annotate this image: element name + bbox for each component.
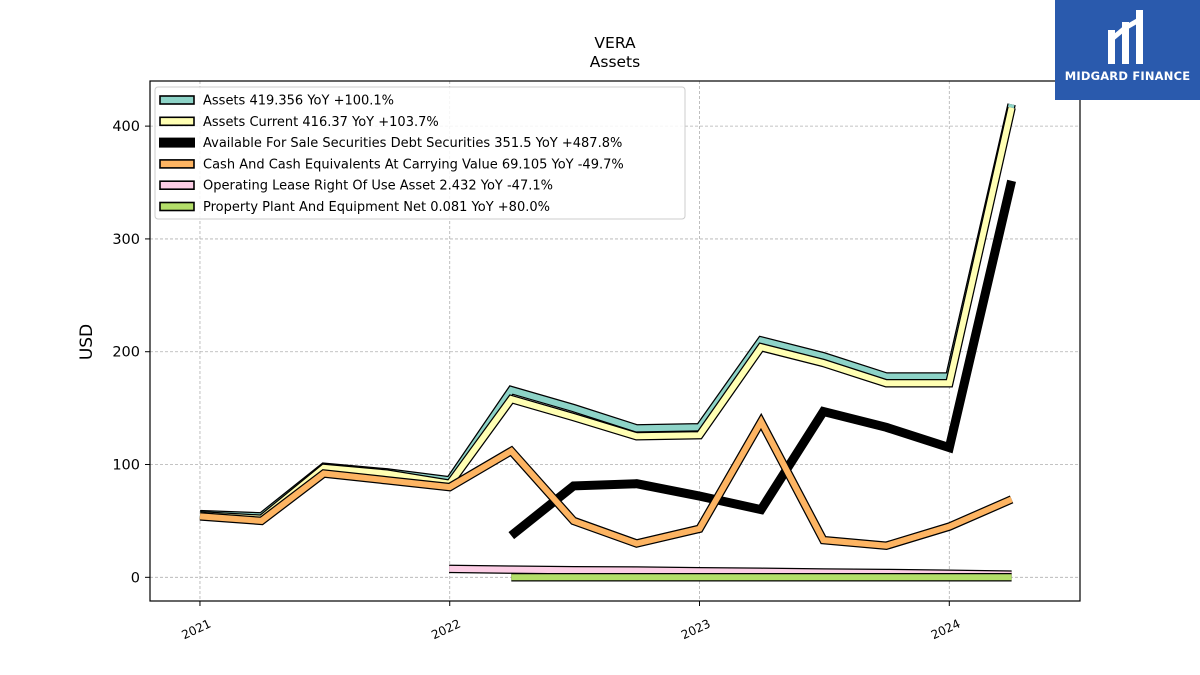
x-tick-label: 2022 bbox=[429, 617, 463, 643]
legend-label: Assets 419.356 YoY +100.1% bbox=[203, 94, 394, 109]
legend-box bbox=[154, 86, 686, 220]
legend-entry-assets-current: Assets Current 416.37 YoY +103.7% bbox=[159, 115, 439, 130]
legend-label: Cash And Cash Equivalents At Carrying Va… bbox=[203, 157, 624, 172]
legend-swatch bbox=[159, 159, 195, 169]
y-tick-label: 0 bbox=[131, 570, 140, 586]
x-tick-label: 2021 bbox=[179, 617, 213, 643]
legend-entry-operating-lease-right-of-use-asset: Operating Lease Right Of Use Asset 2.432… bbox=[159, 179, 553, 194]
plot-area-frame bbox=[149, 80, 1081, 602]
legend-entry-property-plant-and-equipment-net: Property Plant And Equipment Net 0.081 Y… bbox=[159, 200, 550, 215]
y-tick-label: 300 bbox=[112, 232, 140, 248]
y-tick-label: 100 bbox=[112, 458, 140, 474]
legend-swatch bbox=[159, 180, 195, 190]
series-line-cash-and-cash-equivalents-at-carrying-value bbox=[199, 415, 1013, 549]
x-tick-label: 2024 bbox=[929, 617, 963, 643]
y-tick-label: 400 bbox=[112, 119, 140, 135]
y-axis-label: USD bbox=[77, 324, 97, 360]
chart-subtitle: Assets bbox=[590, 53, 640, 71]
legend-label: Available For Sale Securities Debt Secur… bbox=[203, 136, 622, 151]
brand-name: MIDGARD FINANCE bbox=[1064, 69, 1191, 83]
series-group bbox=[199, 103, 1016, 582]
legend-swatch bbox=[159, 116, 195, 127]
series-line-available-for-sale-securities-debt-securities bbox=[508, 179, 1016, 540]
series-line-assets-current bbox=[199, 107, 1015, 522]
legend-entry-available-for-sale-securities-debt-securities: Available For Sale Securities Debt Secur… bbox=[159, 136, 622, 151]
legend-entry-assets: Assets 419.356 YoY +100.1% bbox=[159, 94, 394, 109]
y-tick-label: 200 bbox=[112, 345, 140, 361]
brand-logo: MIDGARD FINANCE bbox=[1055, 0, 1200, 100]
legend-entry-cash-and-cash-equivalents-at-carrying-value: Cash And Cash Equivalents At Carrying Va… bbox=[159, 157, 624, 172]
legend: Assets 419.356 YoY +100.1% Assets Current… bbox=[154, 86, 686, 220]
legend-label: Property Plant And Equipment Net 0.081 Y… bbox=[203, 200, 550, 215]
chart-title: VERA bbox=[594, 34, 636, 52]
midgard-logo-icon bbox=[1108, 10, 1143, 64]
legend-swatch bbox=[159, 137, 195, 148]
legend-swatch bbox=[159, 201, 195, 212]
legend-swatch bbox=[159, 95, 195, 105]
legend-label: Assets Current 416.37 YoY +103.7% bbox=[203, 115, 439, 130]
legend-label: Operating Lease Right Of Use Asset 2.432… bbox=[203, 179, 553, 194]
x-tick-label: 2023 bbox=[679, 617, 713, 643]
